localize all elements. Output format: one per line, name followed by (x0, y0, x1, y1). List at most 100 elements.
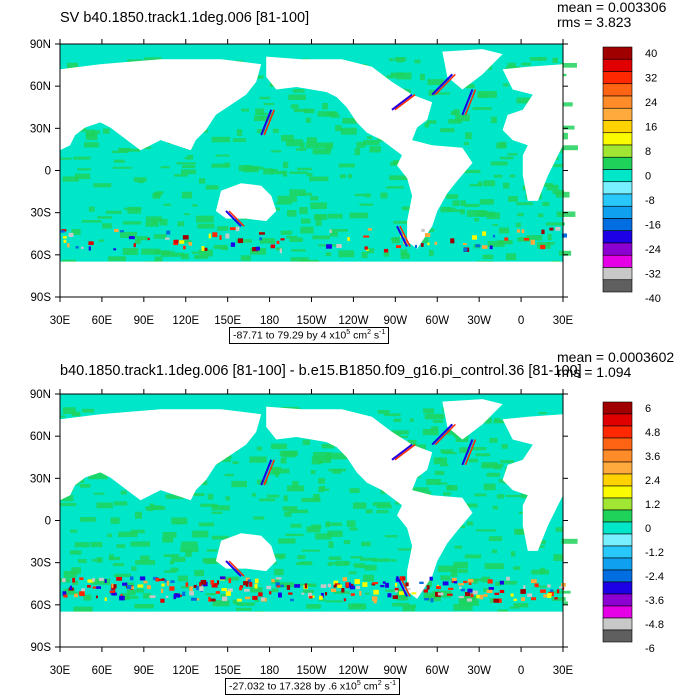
colorbar-swatch (602, 205, 633, 219)
lat-tick-label: 60S (31, 250, 52, 262)
colorbar-swatch (602, 193, 633, 207)
lon-tick-label: 30E (553, 315, 574, 327)
colorbar-label: 0 (645, 523, 651, 535)
colorbar-label: 8 (645, 146, 651, 158)
colorbar-swatch (602, 617, 633, 631)
rms-label: rms = 3.823 (557, 14, 632, 30)
map-plot: 90N 60N 30N 0 30S 60S 90S 30E 60E 90E 120E 150E 180 1… (30, 39, 661, 327)
panel-title: b40.1850.track1.1deg.006 [81-100] - b.e1… (60, 363, 582, 379)
colorbar-swatch (602, 156, 633, 170)
lon-tick-label: 90W (384, 315, 408, 327)
lat-axis: 90N 60N 30N 0 30S 60S 90S (30, 39, 568, 304)
lon-tick-label: 90E (134, 665, 155, 677)
colorbar-swatch (602, 132, 633, 146)
colorbar-swatch (602, 473, 633, 487)
southern-ocean-band (61, 423, 566, 604)
colorbar-swatch (602, 413, 633, 427)
lon-tick-label: 30E (50, 665, 71, 677)
colorbar: 40 32 24 16 8 0 -8 -16 -24 -32 -40 (602, 46, 661, 305)
colorbar-swatch (602, 181, 633, 195)
colorbar-swatch (602, 509, 633, 523)
lat-tick-label: 60N (30, 81, 51, 93)
colorbar-swatch (602, 461, 633, 475)
colorbar-label: -40 (645, 293, 661, 305)
colorbar-swatch (602, 557, 633, 571)
colorbar: 6 4.8 3.6 2.4 1.2 0 -1.2 -2.4 -3.6 -4.8 -6 (602, 401, 664, 655)
lat-tick-label: 30S (31, 558, 52, 570)
units-label: -27.032 to 17.328 by .6 x105 cm2 s-1 (225, 678, 400, 695)
colorbar-label: 24 (645, 97, 657, 109)
land-australia (215, 183, 277, 222)
land-antarctica (60, 261, 563, 297)
lon-tick-label: 120E (172, 665, 199, 677)
lon-tick-label: 30W (467, 665, 491, 677)
colorbar-label: 1.2 (645, 499, 660, 511)
colorbar-swatch (602, 95, 633, 109)
lon-tick-label: 150E (214, 315, 241, 327)
lat-tick-label: 30N (30, 123, 51, 135)
colorbar-swatch (602, 521, 633, 535)
colorbar-swatch (602, 267, 633, 281)
lat-tick-label: 0 (45, 166, 51, 178)
lat-tick-label: 90N (30, 39, 51, 51)
colorbar-swatch (602, 242, 633, 256)
panel-title: SV b40.1850.track1.1deg.006 [81-100] (60, 10, 310, 26)
colorbar-label: 0 (645, 171, 651, 183)
lat-tick-label: 90N (30, 389, 51, 401)
colorbar-swatch (602, 605, 633, 619)
land-antarctica (60, 611, 563, 647)
colorbar-label: 3.6 (645, 451, 660, 463)
lon-tick-label: 60W (425, 315, 449, 327)
lon-tick-label: 180 (260, 315, 279, 327)
colorbar-label: -24 (645, 244, 661, 256)
lat-axis: 90N 60N 30N 0 30S 60S 90S (30, 389, 568, 654)
land-eurasia2 (502, 414, 563, 551)
lon-tick-label: 180 (260, 665, 279, 677)
lat-tick-label: 90S (31, 292, 52, 304)
colorbar-label: -4.8 (645, 619, 664, 631)
colorbar-label: -16 (645, 220, 661, 232)
colorbar-label: -6 (645, 643, 655, 655)
colorbar-label: -1.2 (645, 547, 664, 559)
colorbar-label: 2.4 (645, 475, 660, 487)
colorbar-swatch (602, 107, 633, 121)
lon-tick-label: 60E (92, 665, 113, 677)
lon-axis: 30E 60E 90E 120E 150E 180 150W 120W 90W 60W 30W 0 30… (50, 39, 574, 327)
colorbar-label: 32 (645, 73, 657, 85)
colorbar-swatch (602, 485, 633, 499)
units-label: -87.71 to 79.29 by 4 x105 cm2 s-1 (229, 327, 390, 344)
lon-tick-label: 90W (384, 665, 408, 677)
lon-tick-label: 120E (172, 315, 199, 327)
colorbar-swatch (602, 169, 633, 183)
colorbar-swatch (602, 593, 633, 607)
colorbar-label: -8 (645, 195, 655, 207)
lat-tick-label: 90S (31, 642, 52, 654)
map-plot: 90N 60N 30N 0 30S 60S 90S 30E 60E 90E 120E 150E 180 1… (30, 389, 664, 677)
colorbar-swatch (602, 425, 633, 439)
lat-tick-label: 0 (45, 516, 51, 528)
lon-tick-label: 60W (425, 665, 449, 677)
colorbar-swatch (602, 83, 633, 97)
mean-label: mean = 0.0003602 (557, 349, 675, 365)
land-eurasia (60, 409, 262, 501)
colorbar-label: 4.8 (645, 427, 660, 439)
lat-tick-label: 60S (31, 600, 52, 612)
colorbar-label: 40 (645, 48, 657, 60)
lon-tick-label: 120W (338, 315, 368, 327)
land-masses (60, 49, 563, 297)
colorbar-swatch (602, 71, 633, 85)
lon-tick-label: 30W (467, 315, 491, 327)
colorbar-swatch (602, 218, 633, 232)
rms-label: rms = 1.094 (557, 364, 632, 380)
colorbar-swatch (602, 230, 633, 244)
colorbar-swatch (602, 545, 633, 559)
land-greenland (442, 49, 503, 90)
colorbar-swatch (602, 144, 633, 158)
lon-tick-label: 150E (214, 665, 241, 677)
lon-tick-label: 120W (338, 665, 368, 677)
mean-label: mean = 0.003306 (557, 0, 667, 15)
colorbar-swatch (602, 497, 633, 511)
colorbar-label: 6 (645, 403, 651, 415)
land-masses (60, 399, 563, 647)
land-greenland (442, 399, 503, 440)
